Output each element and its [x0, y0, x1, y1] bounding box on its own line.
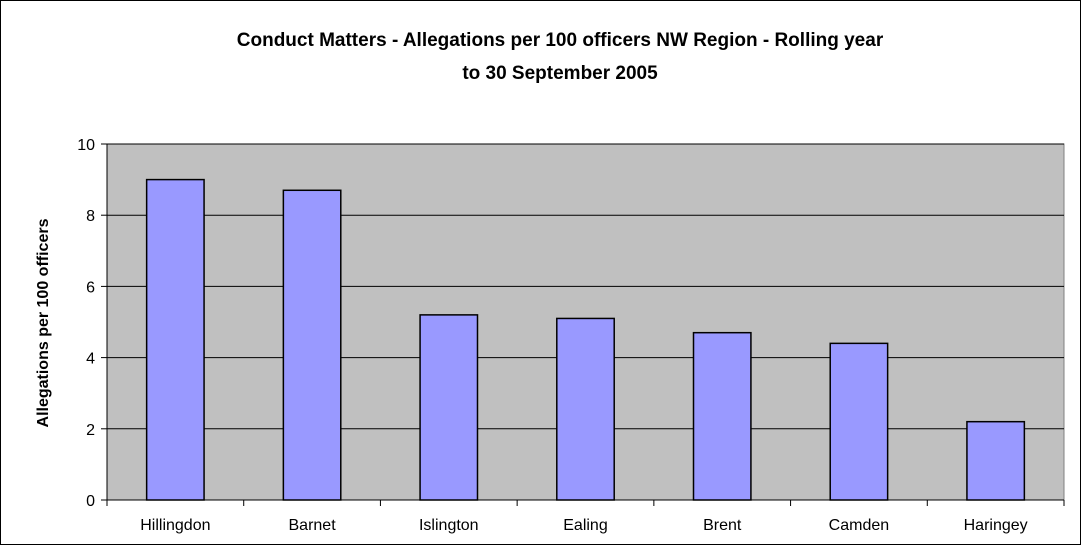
chart-title-line-1: Conduct Matters - Allegations per 100 of…: [237, 30, 884, 51]
x-tick-label: Barnet: [289, 517, 337, 534]
axes: [101, 143, 1065, 506]
x-tick-label: Ealing: [563, 517, 607, 534]
chart-title: Conduct Matters - Allegations per 100 of…: [237, 30, 884, 84]
bar-brent: [692, 331, 752, 501]
x-tick-label: Haringey: [964, 517, 1028, 534]
x-tick-label: Hillingdon: [140, 517, 210, 534]
y-tick-label: 4: [86, 351, 95, 368]
chart-title-line-2: to 30 September 2005: [462, 63, 658, 84]
bar-islington: [419, 314, 479, 501]
bar-ealing: [556, 317, 615, 501]
y-axis-label: Allegations per 100 officers: [35, 218, 52, 427]
bars: [145, 178, 1026, 501]
bar-barnet: [282, 189, 342, 501]
bar-hillingdon: [145, 178, 205, 501]
x-tick-label: Islington: [419, 517, 479, 534]
bar-haringey: [966, 420, 1026, 501]
x-tick-label: Brent: [703, 517, 742, 534]
y-tick-label: 2: [86, 422, 95, 439]
bar-camden: [829, 342, 889, 501]
x-tick-label: Camden: [829, 517, 889, 534]
y-tick-label: 6: [86, 279, 95, 296]
x-tick-labels: Hillingdon Barnet Islington Ealing Brent Camd…: [140, 517, 1027, 534]
y-tick-label: 8: [86, 208, 95, 225]
y-tick-label: 10: [77, 137, 95, 154]
y-tick-labels: 0 2 4 6 8 10: [77, 137, 95, 510]
y-tick-label: 0: [86, 493, 95, 510]
